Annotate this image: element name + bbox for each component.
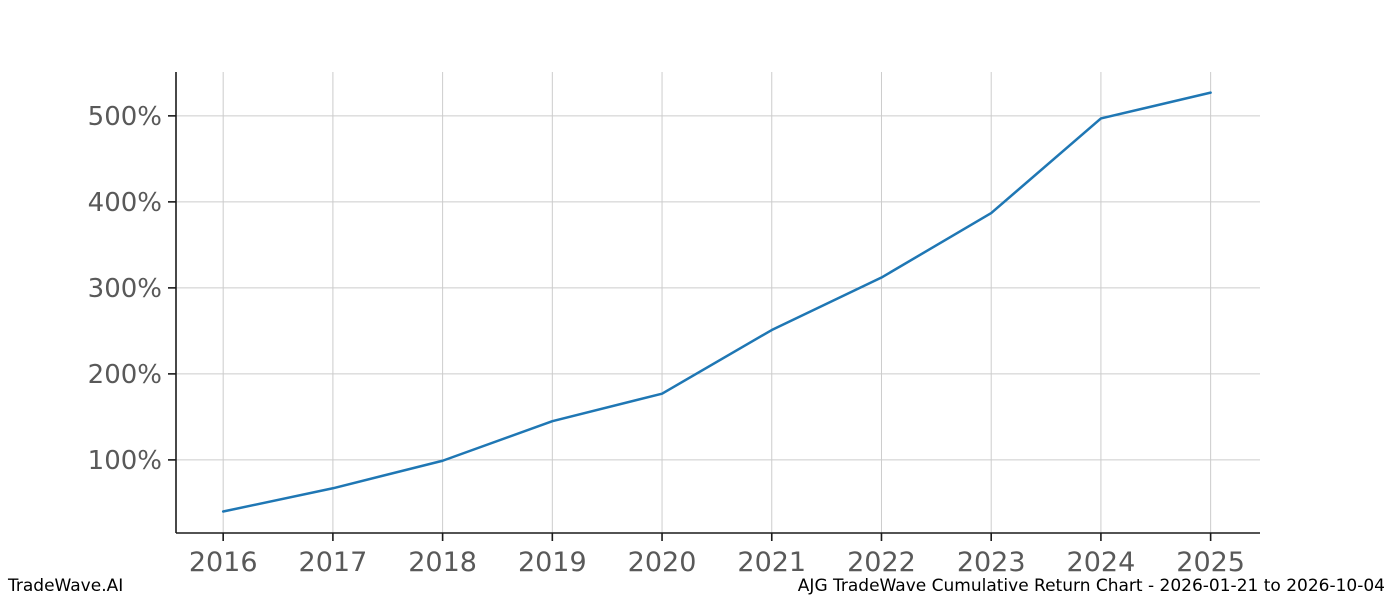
x-tick-label: 2022 xyxy=(847,547,916,578)
chart-title: AJG TradeWave Cumulative Return Chart - … xyxy=(797,576,1385,596)
y-tick-label: 300% xyxy=(88,274,162,304)
x-tick-label: 2018 xyxy=(408,547,477,578)
y-tick-label: 500% xyxy=(88,102,162,132)
x-tick-label: 2016 xyxy=(189,547,258,578)
x-tick-label: 2024 xyxy=(1067,547,1136,578)
return-line-series xyxy=(221,91,1212,513)
y-tick-label: 400% xyxy=(88,188,162,218)
x-tick-label: 2020 xyxy=(628,547,697,578)
x-tick-label: 2023 xyxy=(957,547,1026,578)
x-tick-label: 2019 xyxy=(518,547,587,578)
y-tick-label: 100% xyxy=(88,446,162,476)
x-tick-label: 2021 xyxy=(737,547,806,578)
x-tick-label: 2017 xyxy=(299,547,368,578)
y-tick-label: 200% xyxy=(88,360,162,390)
x-tick-label: 2025 xyxy=(1176,547,1245,578)
brand-watermark: TradeWave.AI xyxy=(8,576,124,596)
